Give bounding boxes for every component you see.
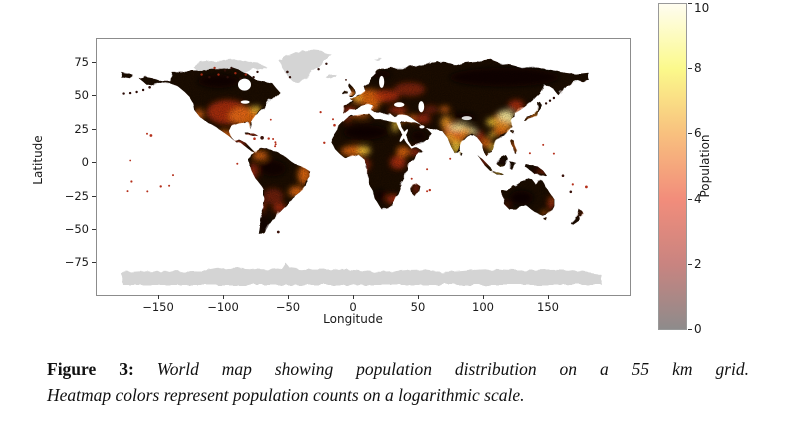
colorbar-tick-label: 10 <box>694 1 710 15</box>
colorbar-tick-label: 4 <box>694 192 702 206</box>
y-tick-label: −75 <box>64 255 89 269</box>
y-tick <box>92 162 96 163</box>
map-plot-area <box>96 38 631 296</box>
x-tick <box>288 295 289 299</box>
x-tick <box>548 295 549 299</box>
figure-caption: Figure 3: World map showing population d… <box>47 357 749 408</box>
y-tick <box>92 229 96 230</box>
x-axis-label: Longitude <box>323 312 383 326</box>
caption-text-1: World map showing population distributio… <box>156 359 749 379</box>
colorbar-tick-label: 0 <box>694 322 702 336</box>
colorbar-tick-label: 2 <box>694 257 702 271</box>
colorbar-tick <box>688 68 692 69</box>
x-tick <box>223 295 224 299</box>
world-population-heatmap <box>121 50 602 285</box>
x-tick <box>158 295 159 299</box>
x-tick-label: 50 <box>410 300 426 314</box>
colorbar-tick-label: 6 <box>694 126 702 140</box>
colorbar-tick <box>688 133 692 134</box>
colorbar <box>658 3 687 330</box>
x-tick <box>353 295 354 299</box>
y-tick-label: 25 <box>74 122 89 136</box>
y-tick-label: −50 <box>64 222 89 236</box>
x-tick-label: −150 <box>142 300 174 314</box>
colorbar-tick <box>688 329 692 330</box>
y-tick <box>92 262 96 263</box>
x-tick-label: 100 <box>472 300 494 314</box>
x-tick-label: −50 <box>275 300 301 314</box>
colorbar-tick <box>688 199 692 200</box>
colorbar-tick <box>688 264 692 265</box>
caption-tag: Figure 3: <box>47 359 134 379</box>
x-tick-label: −100 <box>207 300 239 314</box>
y-tick <box>92 95 96 96</box>
colorbar-tick <box>688 3 692 4</box>
x-tick <box>483 295 484 299</box>
x-tick-label: 0 <box>349 300 357 314</box>
y-axis-label: Latitude <box>31 135 45 185</box>
y-tick-label: 50 <box>74 88 89 102</box>
y-tick <box>92 62 96 63</box>
colorbar-tick-label: 8 <box>694 61 702 75</box>
caption-text-2: Heatmap colors represent population coun… <box>47 384 525 405</box>
y-tick <box>92 196 96 197</box>
caption-line-1: Figure 3: World map showing population d… <box>47 357 749 383</box>
y-tick-label: −25 <box>64 189 89 203</box>
y-tick <box>92 129 96 130</box>
colorbar-label: Population <box>698 134 712 198</box>
y-tick-label: 0 <box>81 155 89 169</box>
x-tick-label: 150 <box>537 300 559 314</box>
x-tick <box>418 295 419 299</box>
y-tick-label: 75 <box>74 55 89 69</box>
caption-line-2: Heatmap colors represent population coun… <box>47 383 749 409</box>
